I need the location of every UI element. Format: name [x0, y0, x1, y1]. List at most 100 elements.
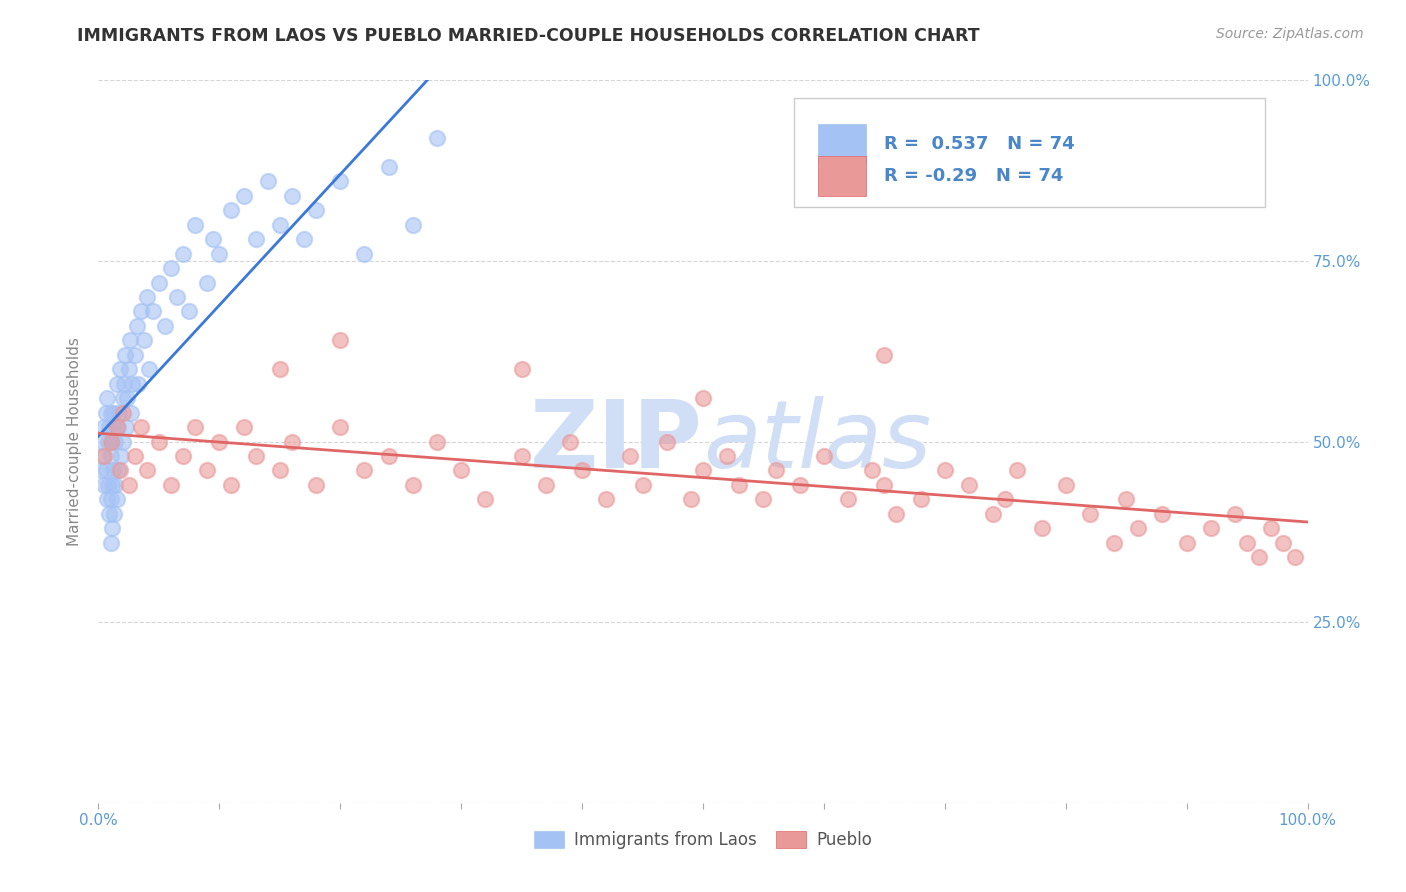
Point: [1128, 521, 1150, 535]
Point: [789, 478, 811, 492]
Point: [1031, 521, 1053, 535]
Point: [510, 362, 533, 376]
Point: [111, 406, 134, 420]
Point: [1175, 535, 1198, 549]
Point: [1115, 492, 1137, 507]
Point: [655, 434, 678, 449]
Point: [108, 463, 131, 477]
Point: [208, 246, 231, 260]
Point: [100, 492, 122, 507]
Legend: Immigrants from Laos, Pueblo: Immigrants from Laos, Pueblo: [527, 824, 879, 856]
Point: [281, 189, 304, 203]
Point: [957, 478, 980, 492]
Point: [292, 232, 315, 246]
Point: [1284, 550, 1306, 565]
Point: [94, 463, 117, 477]
Point: [104, 434, 127, 449]
Point: [619, 449, 641, 463]
Point: [91, 434, 114, 449]
Point: [97, 478, 120, 492]
Point: [245, 449, 267, 463]
Point: [98, 420, 121, 434]
Point: [474, 492, 496, 507]
Point: [813, 449, 835, 463]
Point: [148, 434, 170, 449]
Point: [90, 463, 112, 477]
Point: [886, 507, 908, 521]
Point: [426, 434, 449, 449]
Point: [510, 449, 533, 463]
Point: [1249, 550, 1271, 565]
Point: [160, 478, 183, 492]
Point: [679, 492, 702, 507]
Point: [114, 348, 136, 362]
Point: [377, 449, 399, 463]
Point: [981, 507, 1004, 521]
Point: [910, 492, 932, 507]
Point: [96, 492, 118, 507]
Point: [232, 420, 254, 434]
Point: [269, 362, 291, 376]
Point: [873, 348, 896, 362]
Point: [221, 478, 243, 492]
Point: [426, 131, 449, 145]
Point: [107, 420, 129, 434]
Text: R =  0.537   N = 74: R = 0.537 N = 74: [884, 135, 1076, 153]
Point: [96, 391, 118, 405]
Point: [103, 406, 125, 420]
Point: [595, 492, 617, 507]
Point: [172, 449, 194, 463]
Point: [124, 348, 146, 362]
Point: [97, 434, 120, 449]
Point: [558, 434, 581, 449]
Point: [765, 463, 787, 477]
Y-axis label: Married-couple Households: Married-couple Households: [67, 337, 83, 546]
Point: [860, 463, 883, 477]
Point: [94, 406, 117, 420]
Point: [353, 246, 375, 260]
Point: [329, 174, 352, 188]
Point: [934, 463, 956, 477]
Point: [305, 478, 328, 492]
Point: [1236, 535, 1258, 549]
Point: [571, 463, 593, 477]
Point: [127, 376, 149, 391]
FancyBboxPatch shape: [818, 156, 866, 196]
Point: [129, 420, 152, 434]
Point: [153, 318, 176, 333]
Text: IMMIGRANTS FROM LAOS VS PUEBLO MARRIED-COUPLE HOUSEHOLDS CORRELATION CHART: IMMIGRANTS FROM LAOS VS PUEBLO MARRIED-C…: [77, 27, 980, 45]
Point: [269, 218, 291, 232]
Point: [100, 406, 122, 420]
Point: [134, 334, 156, 348]
Point: [1102, 535, 1125, 549]
Point: [91, 449, 114, 463]
Point: [329, 420, 352, 434]
Point: [110, 449, 132, 463]
Point: [195, 463, 218, 477]
Point: [93, 420, 115, 434]
Text: Source: ZipAtlas.com: Source: ZipAtlas.com: [1216, 27, 1364, 41]
Point: [118, 478, 141, 492]
Point: [208, 434, 231, 449]
FancyBboxPatch shape: [793, 98, 1265, 207]
Text: ZIP: ZIP: [530, 395, 703, 488]
Point: [108, 362, 131, 376]
Point: [179, 304, 201, 318]
Point: [105, 492, 128, 507]
Point: [100, 449, 122, 463]
Point: [172, 246, 194, 260]
Point: [105, 376, 128, 391]
Point: [994, 492, 1017, 507]
Point: [728, 478, 751, 492]
Point: [121, 376, 143, 391]
Point: [93, 478, 115, 492]
Point: [837, 492, 859, 507]
Point: [100, 535, 122, 549]
Point: [101, 463, 124, 477]
Point: [138, 362, 160, 376]
Point: [103, 507, 125, 521]
Point: [115, 420, 138, 434]
Point: [256, 174, 278, 188]
Point: [377, 160, 399, 174]
Point: [329, 334, 352, 348]
